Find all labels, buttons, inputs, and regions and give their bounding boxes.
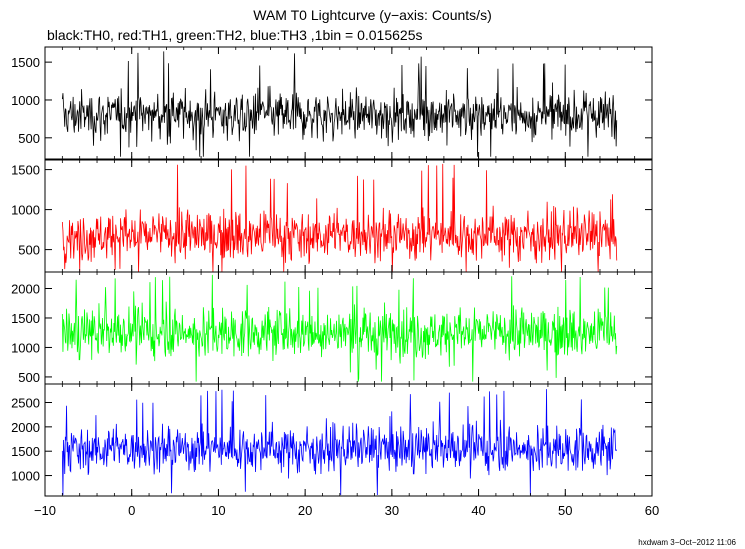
y-tick-label: 2000 — [11, 282, 40, 297]
series-th0-line — [61, 51, 618, 157]
y-tick-label: 1500 — [11, 444, 40, 459]
x-tick-label: 20 — [298, 503, 312, 518]
y-tick-label: 1000 — [11, 469, 40, 484]
x-tick-label: 0 — [128, 503, 135, 518]
y-tick-label: 1500 — [11, 163, 40, 178]
chart-subtitle: black:TH0, red:TH1, green:TH2, blue:TH3 … — [47, 27, 423, 43]
y-tick-label: 1000 — [11, 203, 40, 218]
y-tick-label: 500 — [18, 243, 40, 258]
y-tick-label: 1000 — [11, 93, 40, 108]
y-tick-label: 1500 — [11, 55, 40, 70]
series-th1-line — [61, 163, 618, 273]
x-tick-label: 10 — [211, 503, 225, 518]
x-tick-label: 40 — [471, 503, 485, 518]
x-tick-label: 60 — [645, 503, 659, 518]
series-th3-line — [61, 389, 618, 496]
y-tick-label: 500 — [18, 370, 40, 385]
y-tick-label: 1000 — [11, 340, 40, 355]
x-tick-label: 50 — [558, 503, 572, 518]
y-tick-label: 2500 — [11, 396, 40, 411]
y-tick-label: 2000 — [11, 420, 40, 435]
footer-stamp: hxdwam 3−Oct−2012 11:06 — [638, 538, 736, 547]
chart-title: WAM T0 Lightcurve (y−axis: Counts/s) — [253, 7, 492, 23]
panel-th0-frame — [44, 46, 653, 160]
series-th2-line — [61, 274, 618, 382]
x-tick-label: 30 — [385, 503, 399, 518]
y-tick-label: 500 — [18, 131, 40, 146]
y-tick-label: 1500 — [11, 311, 40, 326]
panel-th3-frame — [44, 383, 653, 497]
x-tick-label: −10 — [34, 503, 56, 518]
